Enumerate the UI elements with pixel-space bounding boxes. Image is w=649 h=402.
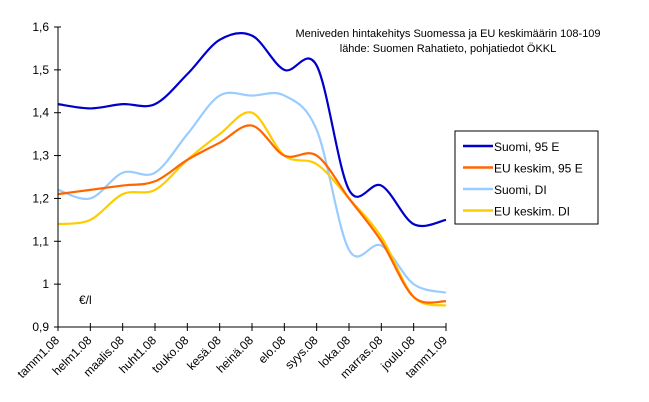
- x-tick-label: syys.08: [282, 333, 321, 372]
- y-axis-unit-label: €/l: [79, 293, 92, 307]
- y-tick-label: 1: [42, 277, 49, 291]
- series-line-1: [57, 124, 447, 304]
- y-tick-label: 1,4: [32, 106, 49, 120]
- series-layer: [57, 31, 447, 307]
- y-tick-label: 1,1: [32, 234, 49, 248]
- y-tick-label: 1,6: [32, 20, 49, 34]
- legend-entry: Suomi, 95 E: [494, 140, 559, 154]
- chart-title: Meniveden hintakehitys Suomessa ja EU ke…: [295, 28, 600, 40]
- series-line-3: [57, 111, 447, 307]
- series-line-0: [57, 31, 447, 228]
- y-tick-label: 1,2: [32, 191, 49, 205]
- y-tick-label: 0,9: [32, 320, 49, 334]
- y-tick-label: 1,3: [32, 149, 49, 163]
- series-line-2: [57, 91, 447, 294]
- y-tick-label: 1,5: [32, 63, 49, 77]
- axes-layer: 0,911,11,21,31,41,51,6tamm1.08helm1.08ma…: [14, 20, 450, 381]
- legend-entry: EU keskim, 95 E: [494, 162, 583, 176]
- chart-subtitle: lähde: Suomen Rahatieto, pohjatiedot ÖKK…: [340, 43, 556, 55]
- legend-entry: EU keskim. DI: [494, 205, 570, 219]
- legend: Suomi, 95 E EU keskim, 95 E Suomi, DI EU ke…: [454, 130, 599, 225]
- legend-entry: Suomi, DI: [494, 183, 547, 197]
